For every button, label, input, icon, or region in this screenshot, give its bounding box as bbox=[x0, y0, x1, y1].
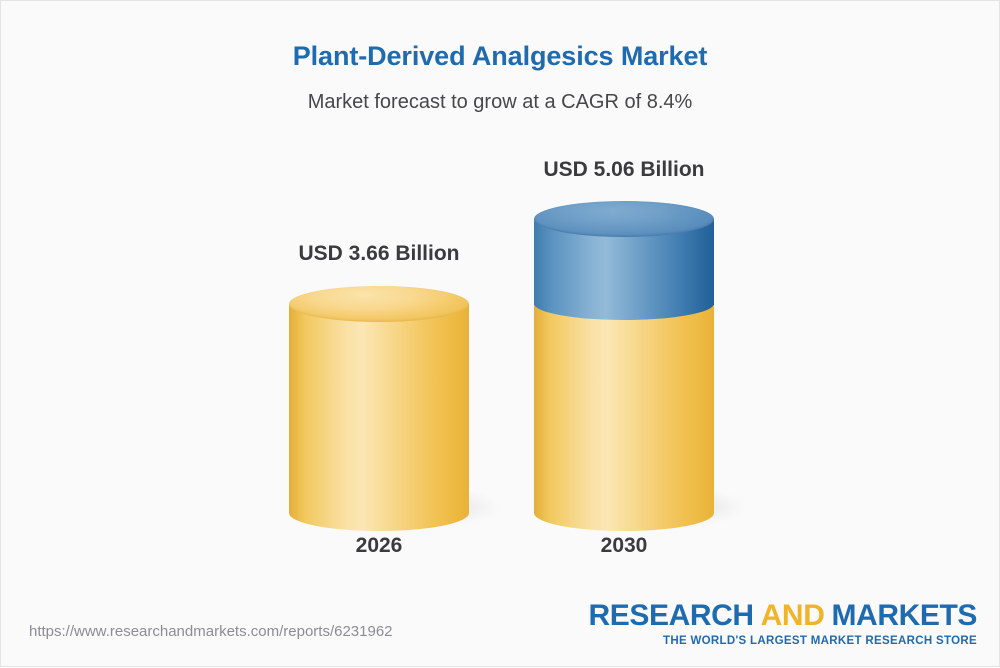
bar-category-label-2026: 2026 bbox=[355, 534, 403, 557]
logo-wordmark: RESEARCH AND MARKETS bbox=[588, 599, 978, 632]
bar-body-2026 bbox=[289, 304, 469, 513]
bar-segment-base-2030 bbox=[534, 303, 714, 513]
page-title: Plant-Derived Analgesics Market bbox=[292, 41, 708, 71]
bar-top-ellipse-2026 bbox=[289, 286, 469, 322]
research-and-markets-logo[interactable]: RESEARCH AND MARKETS THE WORLD'S LARGEST M… bbox=[588, 599, 978, 647]
bar-value-label-2026: USD 3.66 Billion bbox=[298, 242, 460, 265]
logo-word-and: AND bbox=[760, 599, 825, 632]
logo-word-research: RESEARCH bbox=[588, 599, 755, 632]
bar-segment-seam-2030 bbox=[534, 287, 714, 320]
page-subtitle: Market forecast to grow at a CAGR of 8.4… bbox=[307, 91, 693, 113]
bar-top-ellipse-2030 bbox=[534, 201, 714, 237]
logo-word-markets: MARKETS bbox=[831, 599, 977, 632]
logo-tagline: THE WORLD'S LARGEST MARKET RESEARCH STOR… bbox=[662, 634, 977, 647]
bar-category-label-2030: 2030 bbox=[600, 534, 648, 557]
report-url[interactable]: https://www.researchandmarkets.com/repor… bbox=[29, 623, 393, 640]
bar-value-label-2030: USD 5.06 Billion bbox=[543, 158, 705, 181]
